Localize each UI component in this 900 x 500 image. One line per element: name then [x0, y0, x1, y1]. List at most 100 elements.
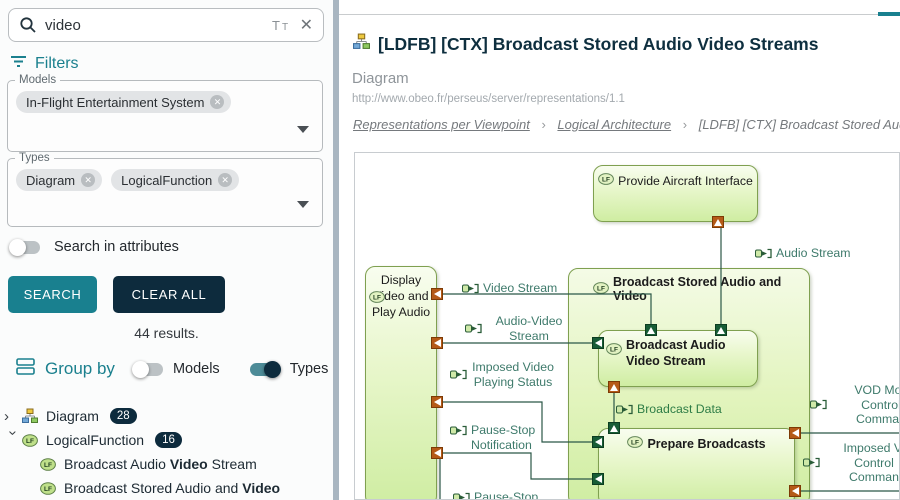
exchange-label-pause-stop[interactable]: Pause-Stop	[453, 490, 538, 499]
logical-function-icon: LF	[40, 481, 56, 495]
tab-strip: Commands	[339, 0, 900, 15]
exchange-label-video-stream[interactable]: Video Stream	[462, 281, 557, 296]
function-broadcast-audio-video-stream[interactable]: LF Broadcast Audio Video Stream	[598, 330, 758, 387]
group-by-label: Group by	[45, 359, 115, 378]
exchange-label-imposed-video-playing-status[interactable]: Imposed Video Playing Status	[450, 360, 555, 389]
chevron-right-icon[interactable]: ›	[4, 407, 9, 425]
function-input-port[interactable]	[431, 396, 443, 408]
group-by-models-toggle[interactable]	[131, 360, 163, 378]
search-in-attributes-toggle[interactable]	[9, 238, 40, 256]
type-chip-diagram[interactable]: Diagram ✕	[16, 169, 103, 191]
logical-function-icon: LF	[40, 457, 56, 471]
exchange-item-icon	[462, 283, 479, 293]
function-provide-aircraft-interface[interactable]: LF Provide Aircraft Interface	[593, 165, 758, 222]
search-input[interactable]	[45, 16, 264, 34]
tree-group-diagram[interactable]: › Diagram 28	[0, 404, 333, 428]
search-button[interactable]: SEARCH	[8, 276, 97, 313]
svg-text:LF: LF	[597, 285, 605, 292]
function-input-port[interactable]	[431, 447, 443, 459]
exchange-label-audio-stream[interactable]: Audio Stream	[755, 246, 851, 261]
representation-kind: Diagram	[352, 70, 409, 87]
tree-item-label: Broadcast Stored Audio and Video	[64, 480, 281, 496]
group-by-types-toggle[interactable]	[249, 360, 281, 378]
chevron-down-icon[interactable]	[297, 201, 309, 208]
function-output-port[interactable]	[645, 324, 657, 336]
svg-text:LF: LF	[26, 438, 34, 445]
tree-item-broadcast-audio-video-stream[interactable]: LF Broadcast Audio Video Stream	[0, 452, 333, 476]
function-output-port[interactable]	[592, 473, 604, 485]
breadcrumb-link-logical-architecture[interactable]: Logical Architecture	[557, 117, 672, 132]
exchange-item-icon	[803, 458, 820, 468]
pane-divider[interactable]	[333, 0, 339, 500]
group-by-icon	[16, 358, 35, 380]
logical-function-icon: LF	[606, 342, 622, 360]
type-chip-logicalfunction[interactable]: LogicalFunction ✕	[111, 169, 240, 191]
exchange-item-icon	[450, 425, 467, 436]
svg-text:LF: LF	[631, 439, 639, 446]
function-prepare-broadcasts[interactable]: LF Prepare Broadcasts	[598, 428, 795, 499]
exchange-label-audio-video-stream[interactable]: Audio-Video Stream	[465, 314, 572, 343]
representation-uri: http://www.obeo.fr/perseus/server/repres…	[352, 93, 625, 105]
types-filter-field[interactable]: Types Diagram ✕ LogicalFunction ✕	[7, 152, 323, 227]
clear-search-icon[interactable]: ✕	[299, 17, 313, 34]
filters-header: Filters	[10, 55, 79, 73]
function-output-port[interactable]	[592, 436, 604, 448]
exchange-label-broadcast-data[interactable]: Broadcast Data	[616, 402, 722, 417]
breadcrumb-current: [LDFB] [CTX] Broadcast Stored Aud	[698, 117, 900, 132]
svg-text:LF: LF	[44, 486, 52, 493]
logical-function-icon: LF	[598, 173, 615, 188]
logical-function-icon: LF	[627, 436, 644, 451]
exchange-item-icon	[453, 492, 470, 499]
function-input-port[interactable]	[608, 381, 620, 393]
group-by-types-label: Types	[289, 361, 329, 377]
function-input-port[interactable]	[712, 216, 724, 228]
tab-commands[interactable]: Commands	[449, 0, 526, 4]
function-input-port[interactable]	[431, 337, 443, 349]
model-chip[interactable]: In-Flight Entertainment System ✕	[16, 91, 232, 113]
exchange-item-icon	[810, 400, 827, 410]
page-title: [LDFB] [CTX] Broadcast Stored Audio Vide…	[378, 33, 819, 54]
chip-remove-icon[interactable]: ✕	[81, 173, 96, 187]
breadcrumb-link-viewpoint[interactable]: Representations per Viewpoint	[353, 117, 530, 132]
function-input-port[interactable]	[789, 427, 801, 439]
chip-remove-icon[interactable]: ✕	[218, 173, 233, 187]
clear-all-button[interactable]: CLEAR ALL	[113, 276, 225, 313]
function-display-video-and-play-audio[interactable]: LF Display Video and Play Audio	[365, 266, 437, 499]
function-output-port[interactable]	[715, 324, 727, 336]
exchange-item-icon	[755, 248, 772, 258]
breadcrumb-separator-icon: ›	[682, 117, 688, 132]
tree-item-broadcast-stored-audio-and-video[interactable]: LF Broadcast Stored Audio and Video	[0, 476, 333, 500]
exchange-item-icon	[450, 369, 467, 380]
tree-group-label: LogicalFunction	[46, 432, 145, 448]
function-output-port[interactable]	[592, 337, 604, 349]
exchange-label-pause-stop-notification[interactable]: Pause-Stop Notification	[450, 423, 551, 452]
exchange-label-imposed-video-control-command[interactable]: Imposed Vi Control Comman	[803, 441, 899, 485]
function-input-port[interactable]	[431, 288, 443, 300]
tree-group-logicalfunction[interactable]: › LF LogicalFunction 16	[0, 428, 333, 452]
function-output-port[interactable]	[608, 422, 620, 434]
chevron-down-icon[interactable]	[297, 126, 309, 133]
exchange-label-vod-movie-control-command[interactable]: VOD Mov Control Comman	[810, 383, 899, 427]
models-legend: Models	[19, 74, 57, 86]
svg-text:T: T	[282, 22, 288, 33]
models-filter-field[interactable]: Models In-Flight Entertainment System ✕	[7, 74, 323, 152]
filter-icon	[10, 55, 27, 73]
svg-text:LF: LF	[610, 346, 618, 353]
chip-remove-icon[interactable]: ✕	[210, 95, 225, 109]
group-by-models-label: Models	[172, 361, 220, 377]
svg-text:LF: LF	[44, 462, 52, 469]
logical-function-icon: LF	[22, 433, 38, 447]
diagram-canvas[interactable]: LF Broadcast Stored Audio and Video LF P…	[354, 152, 900, 500]
diagram-icon	[353, 33, 370, 55]
tree-group-label: Diagram	[46, 408, 99, 424]
chevron-down-icon[interactable]: ›	[4, 430, 22, 435]
svg-text:LF: LF	[373, 294, 381, 301]
logical-function-icon: LF	[369, 290, 385, 308]
breadcrumb-separator-icon: ›	[541, 117, 546, 132]
search-in-attributes-label: Search in attributes	[54, 239, 179, 255]
function-input-port[interactable]	[789, 485, 801, 497]
search-box[interactable]: TT ✕	[8, 8, 324, 42]
tree-item-label: Broadcast Audio Video Stream	[64, 456, 257, 472]
diagram-icon	[22, 408, 38, 424]
